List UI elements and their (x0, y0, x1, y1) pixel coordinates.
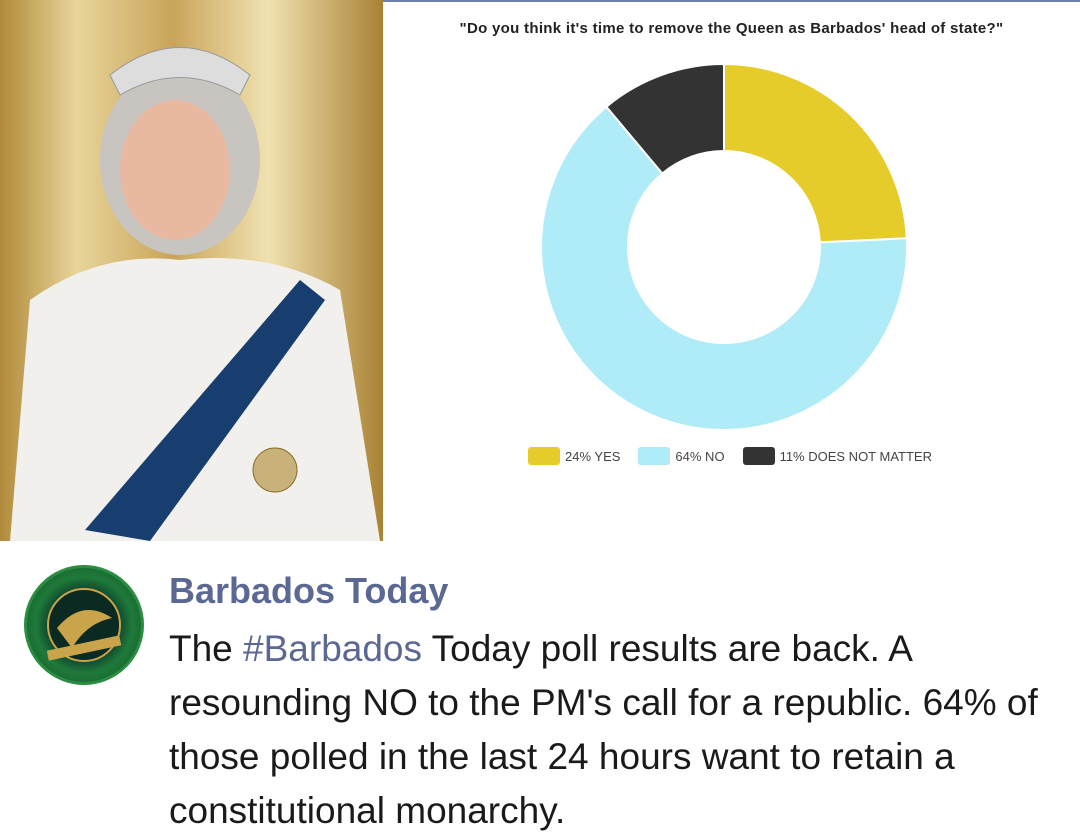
chart-legend: 24% YES 64% NO 11% DOES NOT MATTER (528, 447, 932, 465)
donut-slice-does-not-matter (604, 62, 725, 175)
legend-item: 11% DOES NOT MATTER (742, 447, 932, 465)
post-text-start: The (169, 628, 244, 669)
legend-item: 64% NO (638, 447, 725, 465)
portrait-illustration (10, 47, 380, 541)
poll-chart: "Do you think it's time to remove the Qu… (383, 0, 1080, 541)
post-text-rest: Today poll results are back. A resoundin… (169, 628, 1038, 831)
legend-swatch (742, 447, 775, 465)
hashtag-link[interactable]: #Barbados (243, 628, 423, 669)
flying-fish-logo (46, 588, 122, 662)
legend-swatch (638, 447, 671, 465)
donut-slice-yes (723, 62, 908, 244)
avatar[interactable] (24, 565, 144, 685)
donut-slice-no (540, 105, 908, 431)
post-text: The #Barbados Today poll results are bac… (169, 622, 1069, 838)
chart-title: "Do you think it's time to remove the Qu… (459, 20, 1004, 37)
legend-item: 24% YES (528, 447, 620, 465)
queen-photo (0, 0, 383, 541)
legend-swatch (528, 447, 560, 465)
donut-chart (540, 62, 908, 431)
legend-label: 64% NO (675, 448, 725, 464)
legend-label: 24% YES (565, 448, 621, 464)
post-author[interactable]: Barbados Today (169, 570, 449, 611)
legend-label: 11% DOES NOT MATTER (779, 448, 932, 464)
